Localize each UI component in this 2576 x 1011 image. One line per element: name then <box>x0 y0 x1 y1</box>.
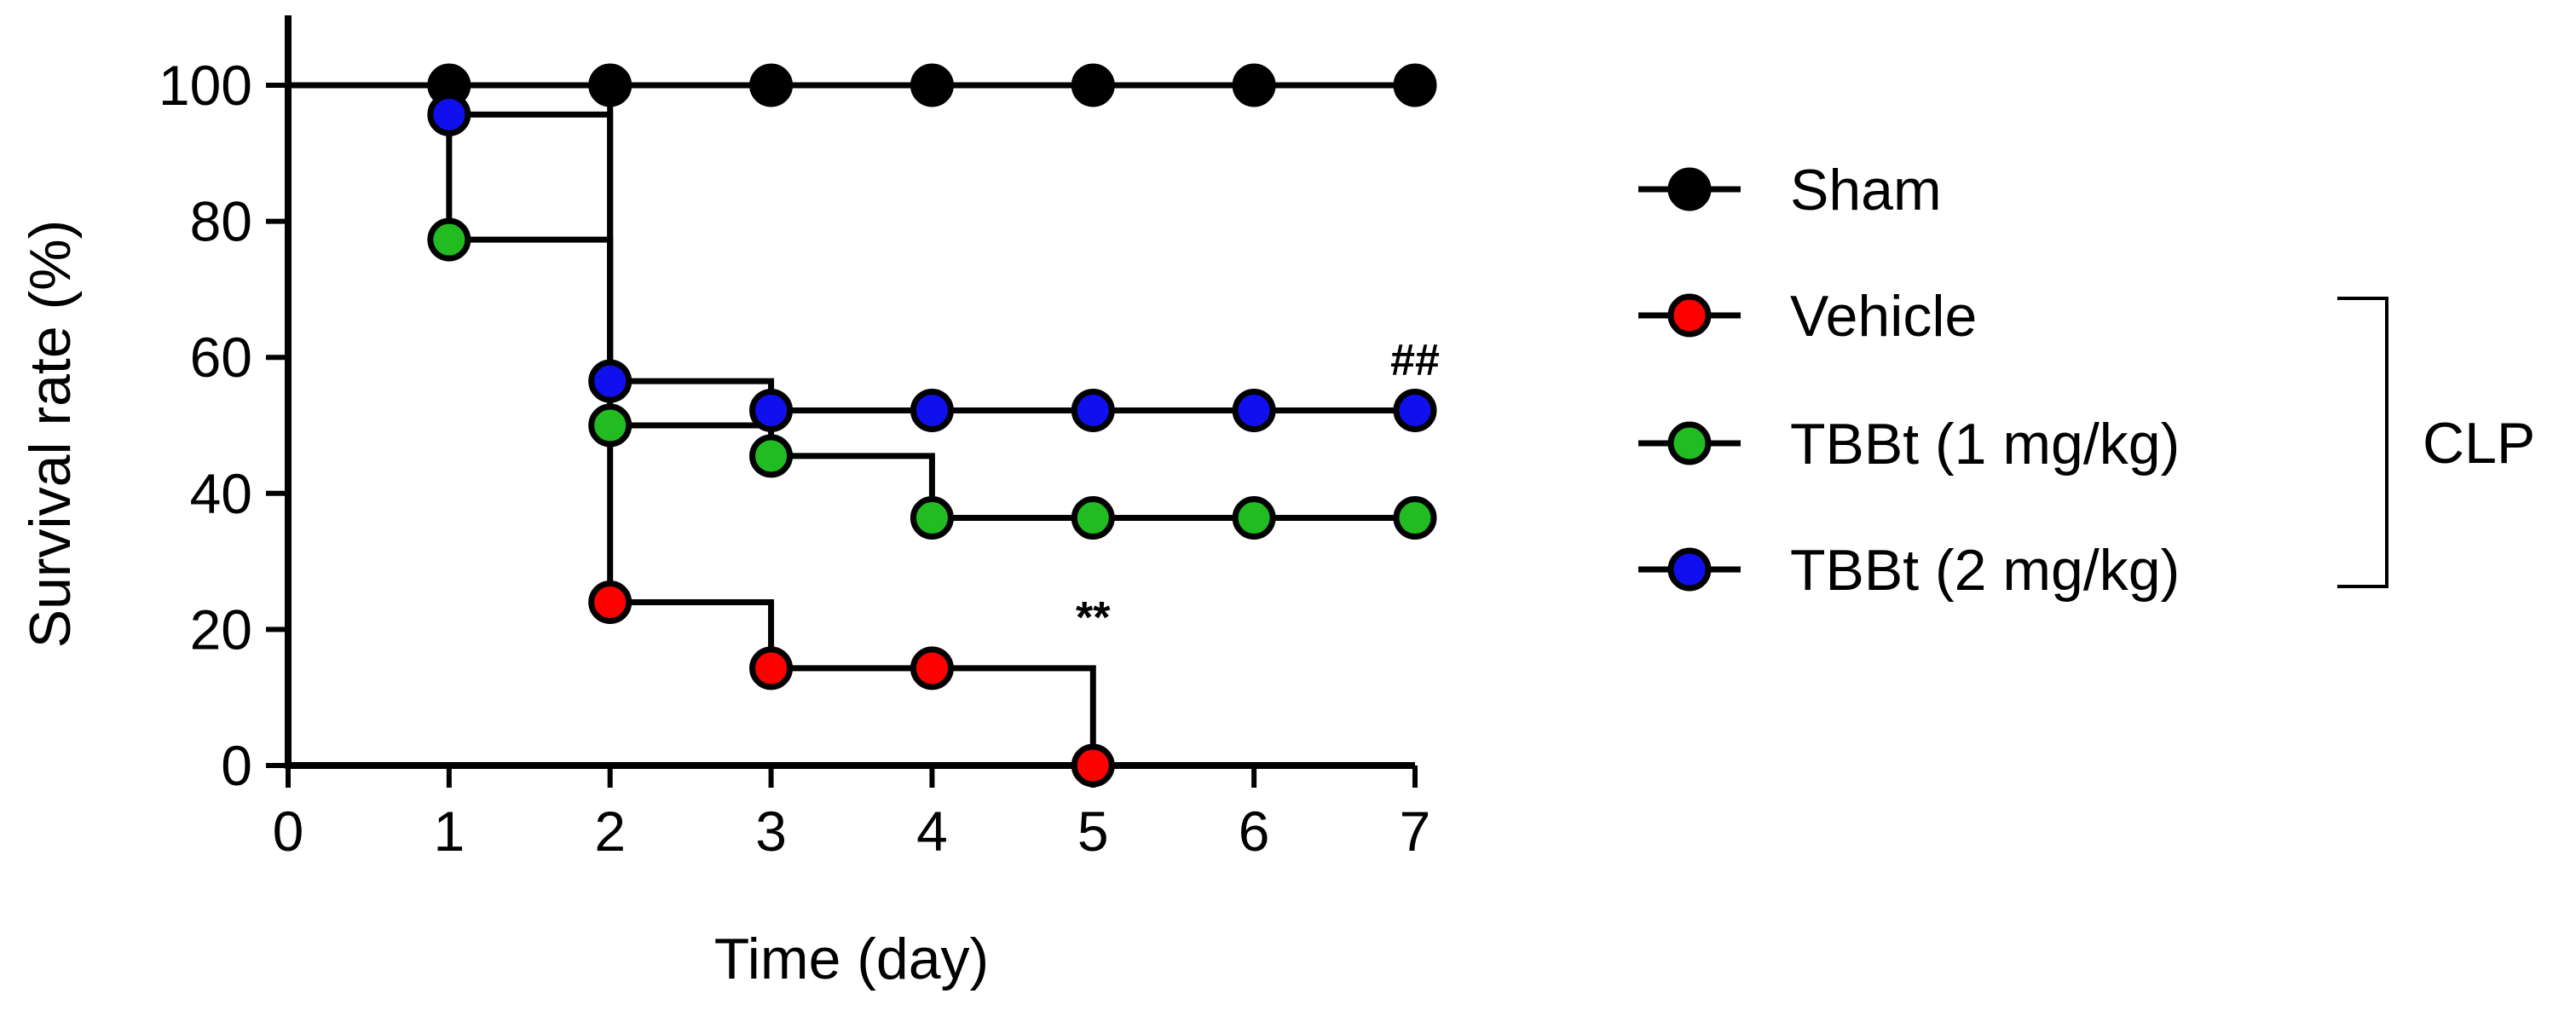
x-tick-label-7: 7 <box>1400 800 1431 863</box>
marker-tbbt-1-mg-kg-day-3 <box>749 434 794 478</box>
legend-item-tbbt-2-mg-kg: TBBt (2 mg/kg) <box>1638 538 2180 603</box>
legend-label-sham: Sham <box>1790 158 1942 222</box>
x-axis-title: Time (day) <box>714 927 989 991</box>
clp-bracket-line <box>2337 297 2388 588</box>
marker-vehicle-day-3 <box>749 646 794 690</box>
legend: Sham Vehicle TBBt (1 mg/kg) TBBt (2 mg/kg) <box>1638 158 2180 603</box>
clp-bracket-label: CLP <box>2423 411 2535 476</box>
y-tick-label-80: 80 <box>190 190 252 253</box>
step-line-tbbt-1-mg-kg <box>288 82 1415 522</box>
y-tick-label-100: 100 <box>159 54 252 117</box>
y-axis-title: Survival rate (%) <box>18 220 83 649</box>
x-tick-label-2: 2 <box>594 800 626 863</box>
marker-tbbt-2-mg-kg-day-2 <box>588 359 632 403</box>
marker-sham-day-6 <box>1232 63 1276 107</box>
marker-tbbt-2-mg-kg-day-6 <box>1232 388 1276 432</box>
marker-vehicle-day-5 <box>1071 743 1115 788</box>
x-tick-label-1: 1 <box>433 800 465 863</box>
marker-sham-day-2 <box>588 63 632 107</box>
marker-tbbt-2-mg-kg-day-7 <box>1393 388 1437 432</box>
marker-tbbt-1-mg-kg-day-7 <box>1393 496 1437 540</box>
marker-tbbt-1-mg-kg-day-5 <box>1071 496 1115 540</box>
marker-vehicle-day-4 <box>910 646 954 690</box>
marker-sham-day-4 <box>910 63 954 107</box>
legend-item-sham: Sham <box>1638 158 1942 222</box>
annotation-star-star: ** <box>1076 593 1111 643</box>
x-tick-label-3: 3 <box>755 800 787 863</box>
legend-label-tbbt-1-mg-kg: TBBt (1 mg/kg) <box>1790 412 2180 477</box>
series-markers <box>427 63 1437 788</box>
axes <box>285 15 1415 769</box>
marker-sham-day-7 <box>1393 63 1437 107</box>
marker-tbbt-1-mg-kg-day-6 <box>1232 496 1276 540</box>
legend-marker-vehicle <box>1667 293 1712 338</box>
marker-tbbt-2-mg-kg-day-5 <box>1071 388 1115 432</box>
legend-label-tbbt-2-mg-kg: TBBt (2 mg/kg) <box>1790 538 2180 603</box>
legend-marker-tbbt-1-mg-kg <box>1667 421 1712 465</box>
x-tick-label-4: 4 <box>916 800 948 863</box>
marker-tbbt-1-mg-kg-day-1 <box>427 217 471 262</box>
y-tick-label-0: 0 <box>221 734 252 797</box>
legend-item-vehicle: Vehicle <box>1638 284 1977 349</box>
legend-marker-tbbt-2-mg-kg <box>1667 547 1712 592</box>
marker-tbbt-1-mg-kg-day-2 <box>588 403 632 448</box>
x-tick-label-6: 6 <box>1239 800 1270 863</box>
marker-tbbt-2-mg-kg-day-3 <box>749 388 794 432</box>
y-tick-label-60: 60 <box>190 326 252 389</box>
clp-bracket: CLP <box>2337 297 2535 588</box>
legend-marker-sham <box>1667 167 1712 211</box>
marker-sham-day-5 <box>1071 63 1115 107</box>
marker-tbbt-2-mg-kg-day-1 <box>427 92 471 136</box>
annotation-hash-hash: ## <box>1390 335 1440 384</box>
marker-tbbt-2-mg-kg-day-4 <box>910 388 954 432</box>
legend-item-tbbt-1-mg-kg: TBBt (1 mg/kg) <box>1638 412 2180 477</box>
marker-sham-day-3 <box>749 63 794 107</box>
y-tick-label-20: 20 <box>190 598 252 661</box>
significance-annotations: ## ** <box>1076 335 1440 642</box>
marker-tbbt-1-mg-kg-day-4 <box>910 496 954 540</box>
marker-vehicle-day-2 <box>588 580 632 624</box>
y-tick-label-40: 40 <box>190 462 252 525</box>
x-tick-label-5: 5 <box>1077 800 1109 863</box>
legend-label-vehicle: Vehicle <box>1790 284 1977 349</box>
x-tick-label-0: 0 <box>273 800 304 863</box>
axis-ticks: 0 1 2 3 4 5 6 7 0 20 40 60 80 100 <box>159 54 1430 863</box>
